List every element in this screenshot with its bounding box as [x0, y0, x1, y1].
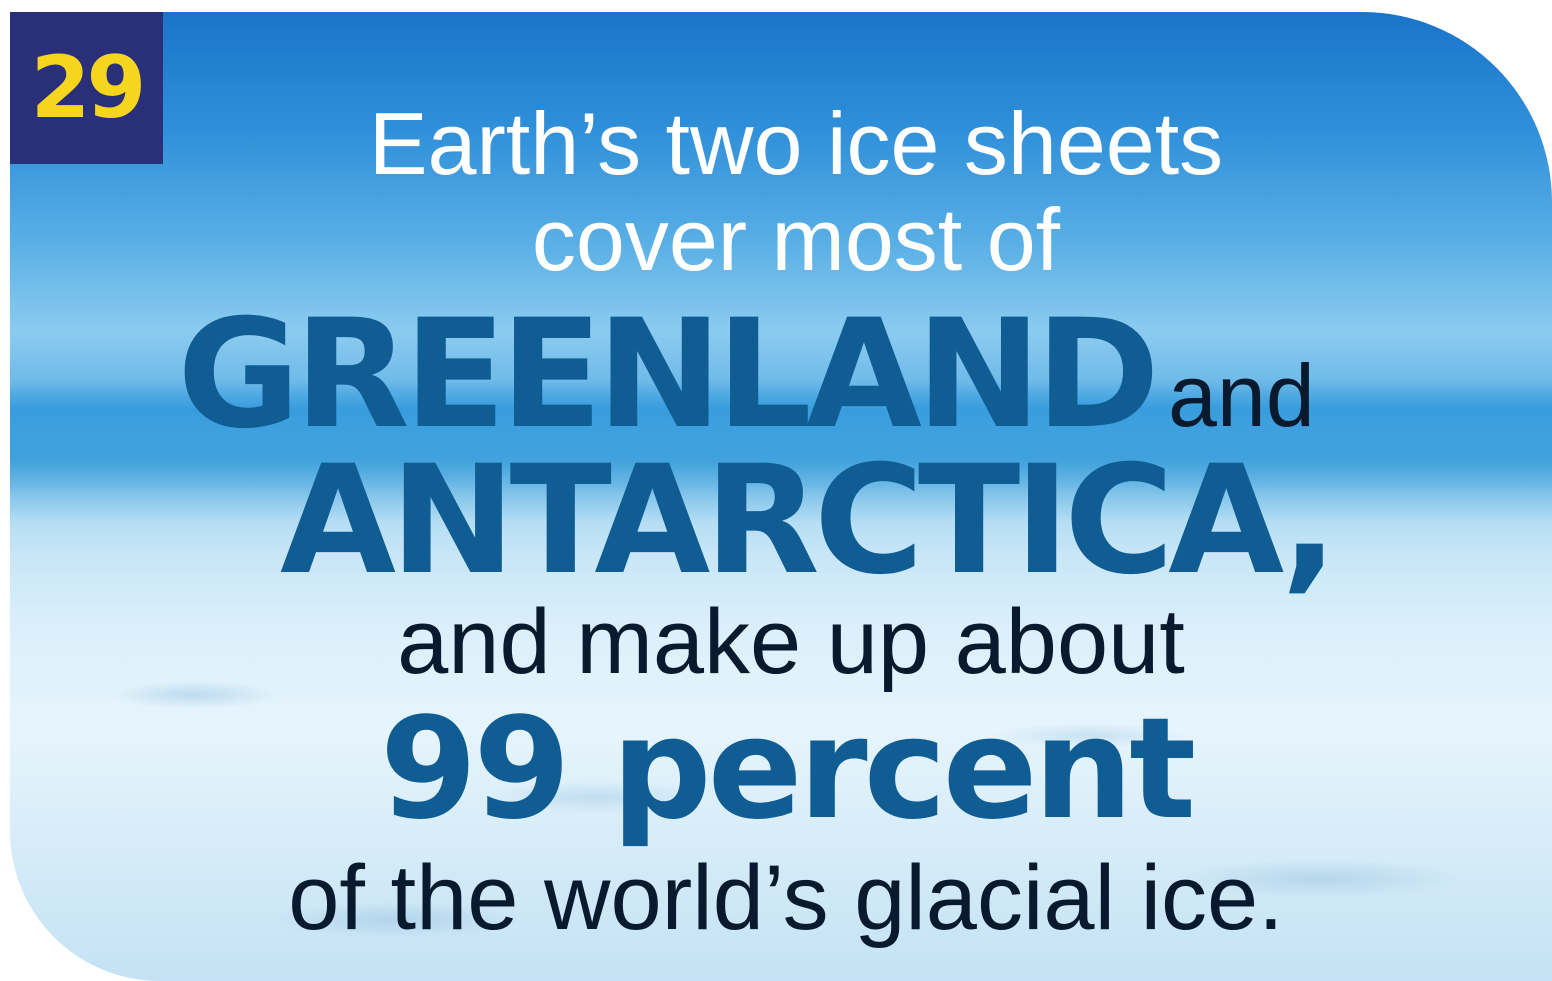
- fact-number: 29: [30, 38, 147, 138]
- body-line-7: of the world’s glacial ice.: [288, 847, 1284, 949]
- horizon-band: [10, 382, 1552, 522]
- antarctica-line: ANTARCTICA,: [279, 434, 1338, 608]
- headline-line-2: cover most of: [531, 190, 1061, 289]
- ice-texture: [10, 572, 1552, 981]
- body-line-5: and make up about: [397, 591, 1185, 693]
- percent-line: 99 percent: [379, 688, 1196, 851]
- greenland-word: GREENLAND: [177, 288, 1160, 462]
- headline-line-1: Earth’s two ice sheets: [368, 94, 1224, 193]
- ice-sheet-background: [10, 12, 1552, 981]
- and-small: and: [1167, 346, 1315, 445]
- fact-number-badge: 29: [10, 12, 163, 164]
- greenland-line: GREENLAND and: [0, 300, 1552, 450]
